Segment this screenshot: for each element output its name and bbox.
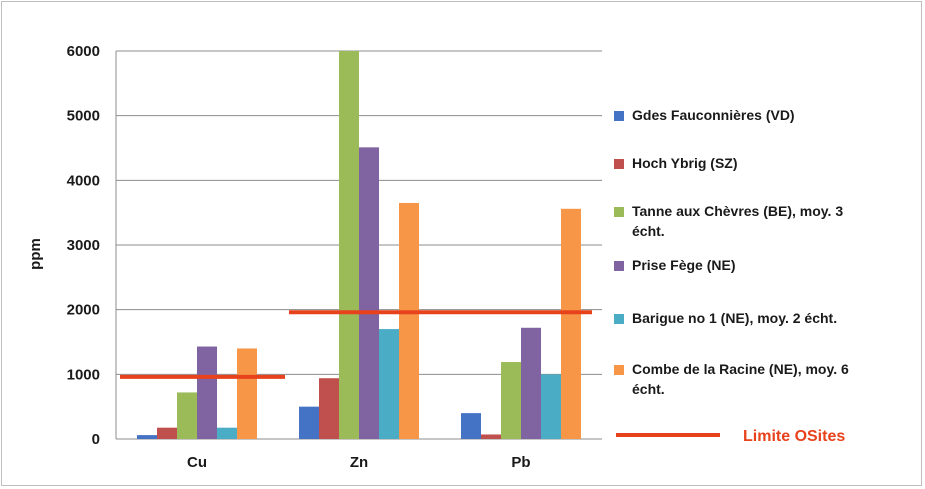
bar bbox=[399, 202, 419, 439]
x-category-label: Zn bbox=[350, 454, 368, 471]
y-tick-label: 3000 bbox=[67, 237, 100, 254]
legend-swatch bbox=[614, 159, 624, 169]
y-tick-label: 5000 bbox=[67, 108, 100, 125]
threshold-lines bbox=[120, 310, 592, 379]
legend-label: Combe de la Racine (NE), moy. 6 écht. bbox=[632, 361, 849, 397]
legend-label: Prise Fège (NE) bbox=[632, 257, 735, 273]
y-tick-label: 4000 bbox=[67, 172, 100, 189]
x-category-label: Pb bbox=[511, 454, 530, 471]
legend-swatch bbox=[614, 314, 624, 324]
bar bbox=[359, 147, 379, 439]
legend-threshold-label: Limite OSites bbox=[743, 428, 845, 445]
legend-label: Tanne aux Chèvres (BE), moy. 3 écht. bbox=[632, 203, 843, 239]
x-category-label: Cu bbox=[187, 454, 207, 471]
legend-swatch bbox=[614, 207, 624, 217]
legend: Gdes Fauconnières (VD) Hoch Ybrig (SZ) Tan… bbox=[614, 107, 849, 445]
bar bbox=[197, 346, 217, 439]
bar bbox=[177, 392, 197, 439]
bar bbox=[217, 427, 237, 439]
y-tick-label: 0 bbox=[92, 431, 100, 448]
y-tick-label: 6000 bbox=[67, 43, 100, 60]
legend-swatch bbox=[614, 261, 624, 271]
y-axis-label: ppm bbox=[27, 238, 44, 270]
bar bbox=[461, 413, 481, 439]
y-tick-label: 2000 bbox=[67, 302, 100, 319]
bar bbox=[561, 208, 581, 439]
bar bbox=[339, 51, 359, 439]
legend-label: Gdes Fauconnières (VD) bbox=[632, 107, 795, 123]
bar bbox=[157, 427, 177, 439]
bar bbox=[521, 327, 541, 439]
x-category-labels: Cu Zn Pb bbox=[187, 454, 531, 471]
bars bbox=[137, 51, 581, 439]
legend-swatch bbox=[614, 365, 624, 375]
legend-swatch bbox=[614, 111, 624, 121]
bar bbox=[319, 378, 339, 439]
bar bbox=[299, 406, 319, 439]
legend-label: Barigue no 1 (NE), moy. 2 écht. bbox=[632, 310, 837, 326]
y-tick-label: 1000 bbox=[67, 366, 100, 383]
bar bbox=[237, 348, 257, 439]
bar bbox=[137, 435, 157, 439]
bar bbox=[501, 362, 521, 439]
bar bbox=[379, 329, 399, 439]
legend-label: Hoch Ybrig (SZ) bbox=[632, 155, 738, 171]
bar bbox=[481, 434, 501, 439]
bar bbox=[541, 374, 561, 439]
y-tick-labels: 0 1000 2000 3000 4000 5000 6000 bbox=[67, 43, 100, 448]
